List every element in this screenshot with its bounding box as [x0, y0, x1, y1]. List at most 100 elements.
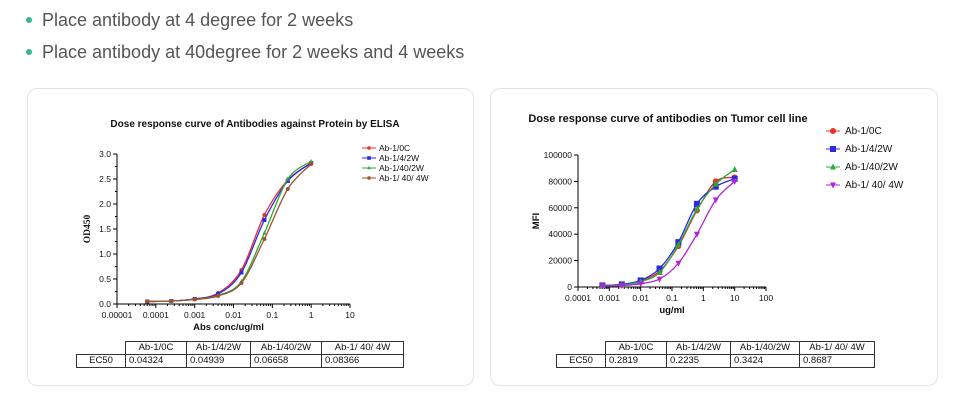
- data-point: [239, 281, 244, 285]
- series: [599, 174, 738, 289]
- table-header-row: Ab-1/0C Ab-1/4/2W Ab-1/40/2W Ab-1/ 40/ 4…: [556, 341, 875, 355]
- legend-label: Ab-1/4/2W: [845, 144, 893, 155]
- table-header-cell: Ab-1/0C: [605, 341, 667, 355]
- x-tick-label: 0.1: [266, 310, 278, 320]
- data-point: [731, 166, 738, 173]
- y-tick-label: 0: [567, 282, 572, 292]
- data-point: [618, 283, 625, 290]
- series: [145, 161, 314, 304]
- elisa-chart: Dose response curve of Antibodies agains…: [83, 119, 429, 333]
- table-header-cell: Ab-1/4/2W: [666, 341, 731, 355]
- table-cell: 0.8687: [799, 354, 875, 368]
- data-point: [693, 200, 700, 207]
- x-axis-label: Abs conc/ug/ml: [193, 322, 264, 333]
- legend-item: Ab-1/0C: [826, 126, 882, 137]
- y-axis-label: OD450: [83, 215, 93, 244]
- series: [599, 178, 738, 290]
- y-tick-label: 3.0: [99, 149, 111, 159]
- data-point: [830, 128, 836, 134]
- table-cell: 0.04939: [186, 354, 251, 368]
- series-line: [147, 163, 312, 303]
- table-cell: 0.04324: [125, 354, 187, 368]
- data-point: [830, 163, 836, 170]
- table-cell: 0.2819: [605, 354, 667, 368]
- data-point: [367, 156, 371, 160]
- data-point: [262, 213, 267, 217]
- data-point: [693, 231, 700, 238]
- data-point: [285, 176, 290, 181]
- x-tick-label: 0.001: [599, 293, 621, 303]
- y-tick-label: 1.5: [99, 224, 111, 234]
- table-header-row: Ab-1/0C Ab-1/4/2W Ab-1/40/2W Ab-1/ 40/ 4…: [76, 341, 404, 355]
- legend-item: Ab-1/ 40/ 4W: [362, 173, 429, 183]
- y-tick-label: 2.0: [99, 199, 111, 209]
- legend-label: Ab-1/0C: [379, 143, 410, 153]
- x-tick-label: 0.01: [225, 310, 242, 320]
- ec50-table-tumor: Ab-1/0C Ab-1/4/2W Ab-1/40/2W Ab-1/ 40/ 4…: [556, 341, 875, 368]
- y-axis-label: MFI: [531, 213, 542, 229]
- table-cell: 0.2235: [666, 354, 731, 368]
- data-point: [656, 265, 663, 272]
- data-point: [830, 182, 836, 189]
- data-point: [216, 294, 221, 298]
- series: [599, 175, 738, 289]
- legend-label: Ab-1/40/2W: [845, 162, 898, 173]
- data-point: [239, 270, 244, 275]
- data-point: [309, 159, 314, 163]
- x-tick-label: 10: [730, 293, 740, 303]
- x-tick-label: 10: [345, 310, 355, 320]
- x-tick-label: 1: [701, 293, 706, 303]
- legend-item: Ab-1/0C: [362, 143, 410, 153]
- series-line: [602, 176, 735, 287]
- data-point: [675, 241, 682, 248]
- series-line: [602, 180, 736, 287]
- data-point: [599, 283, 606, 290]
- legend-label: Ab-1/40/2W: [379, 163, 424, 173]
- table-header-cell: Ab-1/0C: [125, 341, 187, 355]
- data-point: [731, 175, 738, 182]
- legend-item: Ab-1/4/2W: [362, 153, 419, 163]
- tumor-chart-card: Dose response curve of antibodies on Tum…: [490, 88, 938, 386]
- bullet-text: Place antibody at 4 degree for 2 weeks: [42, 10, 354, 30]
- data-point: [309, 162, 314, 166]
- table-header-cell: Ab-1/4/2W: [186, 341, 251, 355]
- bullet-list: Place antibody at 4 degree for 2 weeks P…: [24, 6, 464, 70]
- x-axis-label: ug/ml: [659, 305, 684, 316]
- series-line: [147, 162, 312, 303]
- data-point: [262, 237, 267, 241]
- series: [599, 166, 738, 289]
- table-cell: 0.3424: [730, 354, 800, 368]
- data-point: [830, 146, 836, 152]
- y-tick-label: 0.5: [99, 274, 111, 284]
- legend-label: Ab-1/ 40/ 4W: [379, 173, 429, 183]
- data-point: [731, 178, 738, 185]
- table-row-label: EC50: [556, 354, 606, 368]
- series-line: [147, 162, 312, 303]
- y-tick-label: 60000: [548, 203, 572, 213]
- data-point: [693, 205, 700, 212]
- table-row: EC50 0.04324 0.04939 0.06658 0.08366: [76, 354, 404, 368]
- legend-item: Ab-1/40/2W: [362, 163, 424, 173]
- elisa-chart-card: Dose response curve of Antibodies agains…: [27, 88, 474, 386]
- legend-label: Ab-1/0C: [845, 126, 882, 137]
- x-tick-label: 100: [759, 293, 773, 303]
- data-point: [262, 218, 267, 222]
- y-tick-label: 0.0: [99, 299, 111, 309]
- table-corner-cell: [556, 341, 606, 355]
- x-tick-label: 0.00001: [102, 310, 133, 320]
- data-point: [656, 268, 663, 275]
- y-tick-label: 20000: [548, 256, 572, 266]
- table-row: EC50 0.2819 0.2235 0.3424 0.8687: [556, 354, 875, 368]
- series-line: [602, 178, 735, 287]
- table-cell: 0.06658: [250, 354, 322, 368]
- data-point: [656, 276, 663, 283]
- y-tick-label: 1.0: [99, 249, 111, 259]
- chart-title: Dose response curve of Antibodies agains…: [110, 119, 399, 130]
- x-tick-label: 0.0001: [143, 310, 169, 320]
- chart-title: Dose response curve of antibodies on Tum…: [528, 113, 807, 125]
- legend-item: Ab-1/ 40/ 4W: [826, 180, 904, 191]
- legend-label: Ab-1/4/2W: [379, 153, 419, 163]
- data-point: [367, 176, 371, 180]
- x-tick-label: 0.1: [666, 293, 678, 303]
- legend-label: Ab-1/ 40/ 4W: [845, 180, 904, 191]
